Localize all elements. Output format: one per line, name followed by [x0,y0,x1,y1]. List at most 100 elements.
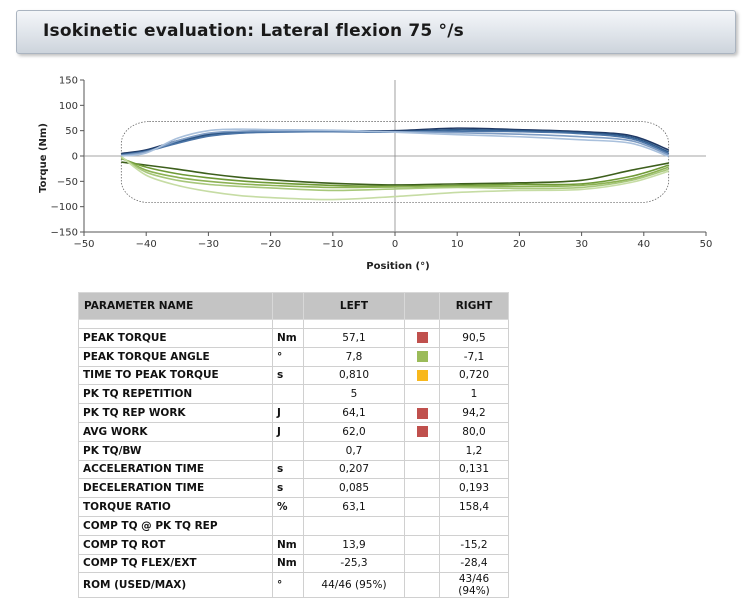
right-value: 1,2 [439,440,509,461]
table-row: DECELERATION TIME s 0,085 0,193 [78,478,509,499]
series-line-10 [120,155,669,201]
series-line-5 [121,128,669,158]
col-header-right: RIGHT [439,292,509,320]
right-value: 80,0 [439,421,509,442]
x-tick-label: 10 [451,239,464,250]
series-line-6 [121,161,669,186]
deficit-indicator [404,459,440,480]
parameter-name: COMP TQ @ PK TQ REP [78,515,273,536]
col-header-parameter: PARAMETER NAME [78,292,273,320]
left-value: 57,1 [303,328,405,348]
left-value: 64,1 [303,403,405,423]
right-value: 158,4 [439,497,509,517]
table-row: TORQUE RATIO% 63,1 158,4 [78,497,509,517]
right-value: 0,193 [439,478,509,499]
deficit-indicator [404,515,440,536]
parameters-table: PARAMETER NAME LEFT RIGHT PEAK TORQUE Nm 5… [78,292,509,599]
table-row: COMP TQ FLEX/EXT Nm -25,3 -28,4 [78,553,509,574]
deficit-indicator [404,497,440,517]
deficit-indicator [404,421,440,442]
parameters-table-body: PEAK TORQUE Nm 57,1 90,5 PEAK TORQUE ANGLE ° 7… [78,319,509,599]
parameter-unit: s [272,365,304,386]
table-row: PEAK TORQUE Nm 57,1 90,5 [78,328,509,348]
col-header-indicator [404,292,440,320]
x-tick-label: 30 [575,239,588,250]
left-value: 13,9 [303,534,405,555]
parameter-name: AVG WORK [78,421,273,442]
y-tick-label: 150 [59,76,78,87]
parameter-name: COMP TQ FLEX/EXT [78,553,273,574]
parameter-name: ROM (USED/MAX) [78,572,273,599]
table-row: AVG WORK J 62,0 80,0 [78,421,509,442]
deficit-indicator [404,553,440,574]
y-tick-label: −50 [57,177,78,188]
right-value: 0,131 [439,459,509,480]
table-row: TIME TO PEAK TORQUE s 0,810 0,720 [78,365,509,386]
deficit-indicator [404,328,440,348]
parameter-unit [272,384,304,405]
left-value: 0,207 [303,459,405,480]
parameter-name: TORQUE RATIO [78,497,273,517]
parameter-unit: J [272,403,304,423]
table-row: COMP TQ @ PK TQ REP [78,515,509,536]
y-tick-label: 50 [65,126,78,137]
left-value: 0,7 [303,440,405,461]
title-bar: Isokinetic evaluation: Lateral flexion 7… [16,10,736,54]
table-row: PK TQ/BW 0,7 1,2 [78,440,509,461]
table-row: PK TQ REPETITION 5 1 [78,384,509,405]
parameter-name: PEAK TORQUE [78,328,273,348]
x-tick-label: 20 [513,239,526,250]
deficit-indicator [404,346,440,367]
y-tick-label: 100 [59,101,78,112]
page-title: Isokinetic evaluation: Lateral flexion 7… [43,21,464,41]
parameter-name: TIME TO PEAK TORQUE [78,365,273,386]
parameter-unit: Nm [272,534,304,555]
table-row: PEAK TORQUE ANGLE ° 7,8 -7,1 [78,346,509,367]
parameter-unit: J [272,421,304,442]
deficit-indicator [404,403,440,423]
y-axis-label: Torque (Nm) [38,123,49,193]
series-line-3 [121,130,669,156]
table-spacer-row [78,319,509,329]
x-tick-label: 40 [637,239,650,250]
right-value: -7,1 [439,346,509,367]
deficit-indicator [404,572,440,599]
series-line-7 [121,157,669,188]
x-tick-label: −40 [136,239,157,250]
right-value: -28,4 [439,553,509,574]
y-tick-label: 0 [72,152,78,163]
x-axis-label: Position (°) [366,261,429,272]
col-header-unit [272,292,304,320]
parameter-name: DECELERATION TIME [78,478,273,499]
x-tick-label: −10 [322,239,343,250]
y-tick-label: −150 [51,228,78,239]
indicator-square [416,407,428,419]
left-value: 0,810 [303,365,405,386]
x-tick-label: 50 [700,239,713,250]
x-tick-label: −30 [198,239,219,250]
table-row: ACCELERATION TIME s 0,207 0,131 [78,459,509,480]
table-row: PK TQ REP WORK J 64,1 94,2 [78,403,509,423]
y-tick-label: −100 [51,202,78,213]
x-tick-label: −20 [260,239,281,250]
x-tick-label: −50 [73,239,94,250]
left-value: 7,8 [303,346,405,367]
deficit-indicator [404,365,440,386]
parameter-name: COMP TQ ROT [78,534,273,555]
right-value: 43/46 (94%) [439,572,509,599]
left-value: 63,1 [303,497,405,517]
right-value: 0,720 [439,365,509,386]
indicator-square [416,426,428,438]
parameter-unit: % [272,497,304,517]
chart-plot-area [120,121,670,204]
left-value: -25,3 [303,553,405,574]
parameter-unit: Nm [272,553,304,574]
table-row: ROM (USED/MAX) ° 44/46 (95%) 43/46 (94%) [78,572,509,599]
right-value: 94,2 [439,403,509,423]
parameter-unit: ° [272,346,304,367]
parameter-unit [272,515,304,536]
deficit-indicator [404,384,440,405]
left-value: 62,0 [303,421,405,442]
indicator-square [416,369,428,381]
